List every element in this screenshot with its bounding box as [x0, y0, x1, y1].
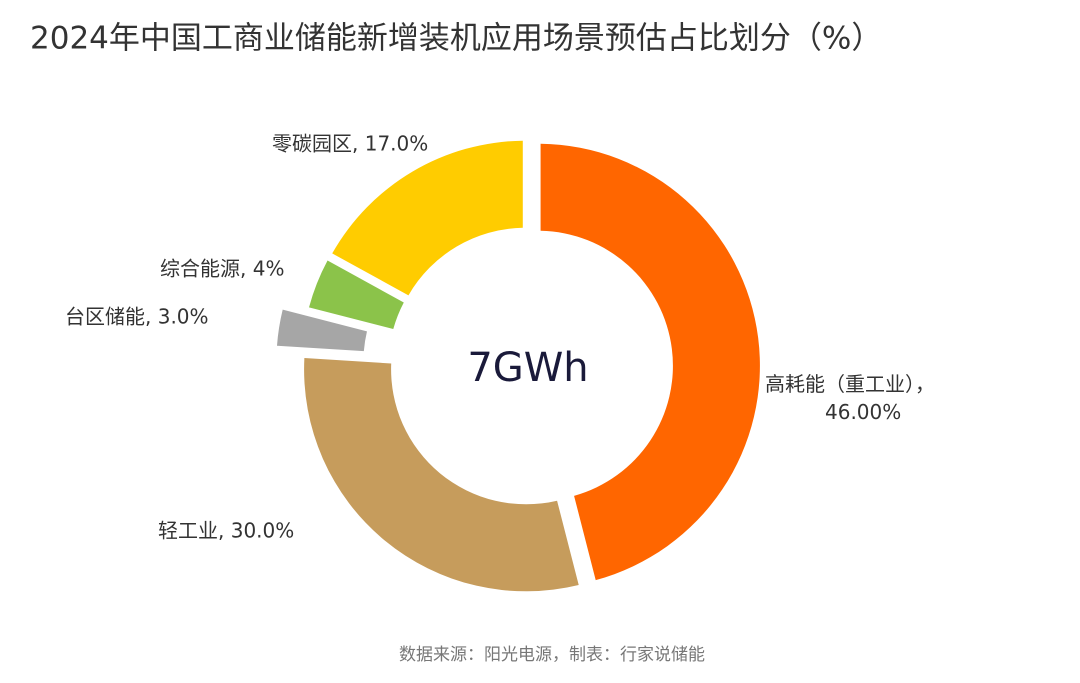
- data-label-line: 高耗能（重工业），: [765, 372, 935, 396]
- center-label: 7GWh: [467, 345, 588, 391]
- donut-slice: [304, 358, 579, 592]
- donut-slice: [540, 143, 760, 581]
- donut-slice: [276, 309, 367, 352]
- chart-title: 2024年中国工商业储能新增装机应用场景预估占比划分（%）: [30, 21, 882, 57]
- data-label: 综合能源, 4%: [160, 257, 284, 281]
- donut-slice: [309, 260, 404, 330]
- data-label: 零碳园区, 17.0%: [272, 132, 428, 156]
- data-label: 台区储能, 3.0%: [65, 305, 209, 329]
- data-label-line: 46.00%: [825, 400, 901, 424]
- source-note: 数据来源：阳光电源，制表：行家说储能: [399, 645, 705, 665]
- data-label: 轻工业, 30.0%: [158, 519, 294, 543]
- data-label: 高耗能（重工业）， 46.00%: [765, 372, 935, 424]
- donut-slice: [332, 140, 523, 296]
